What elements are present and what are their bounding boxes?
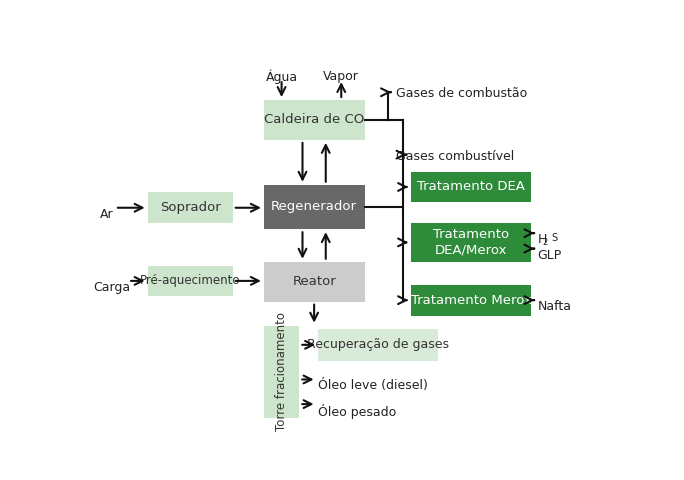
- Text: Regenerador: Regenerador: [271, 201, 357, 214]
- Text: Reator: Reator: [292, 275, 336, 288]
- FancyBboxPatch shape: [264, 262, 365, 302]
- Text: Nafta: Nafta: [538, 300, 571, 313]
- Text: Gases de combustão: Gases de combustão: [395, 87, 527, 100]
- Text: Gases combustível: Gases combustível: [395, 150, 514, 163]
- Text: Pré-aquecimento: Pré-aquecimento: [140, 275, 240, 288]
- Text: Carga: Carga: [93, 281, 131, 294]
- FancyBboxPatch shape: [264, 100, 365, 140]
- FancyBboxPatch shape: [411, 285, 531, 315]
- Text: Torre fracionamento: Torre fracionamento: [275, 312, 288, 431]
- Text: Tratamento Merox: Tratamento Merox: [410, 294, 531, 307]
- Text: Vapor: Vapor: [324, 70, 359, 83]
- FancyBboxPatch shape: [411, 223, 531, 262]
- Text: Tratamento DEA: Tratamento DEA: [417, 180, 525, 193]
- FancyBboxPatch shape: [148, 265, 233, 296]
- Text: Óleo leve (diesel): Óleo leve (diesel): [318, 380, 428, 393]
- Text: GLP: GLP: [538, 249, 562, 262]
- Text: S: S: [551, 233, 557, 243]
- FancyBboxPatch shape: [264, 325, 300, 418]
- FancyBboxPatch shape: [264, 185, 365, 229]
- Text: Tratamento
DEA/Merox: Tratamento DEA/Merox: [433, 228, 509, 256]
- Text: Água: Água: [265, 70, 298, 84]
- FancyBboxPatch shape: [148, 192, 233, 223]
- Text: Ar: Ar: [99, 208, 113, 221]
- Text: 2: 2: [542, 238, 548, 247]
- Text: Óleo pesado: Óleo pesado: [318, 404, 396, 419]
- Text: Soprador: Soprador: [160, 201, 220, 214]
- FancyBboxPatch shape: [411, 171, 531, 203]
- FancyBboxPatch shape: [318, 329, 438, 361]
- Text: Caldeira de CO: Caldeira de CO: [264, 113, 365, 126]
- Text: Recuperação de gases: Recuperação de gases: [307, 338, 449, 351]
- Text: H: H: [538, 233, 547, 246]
